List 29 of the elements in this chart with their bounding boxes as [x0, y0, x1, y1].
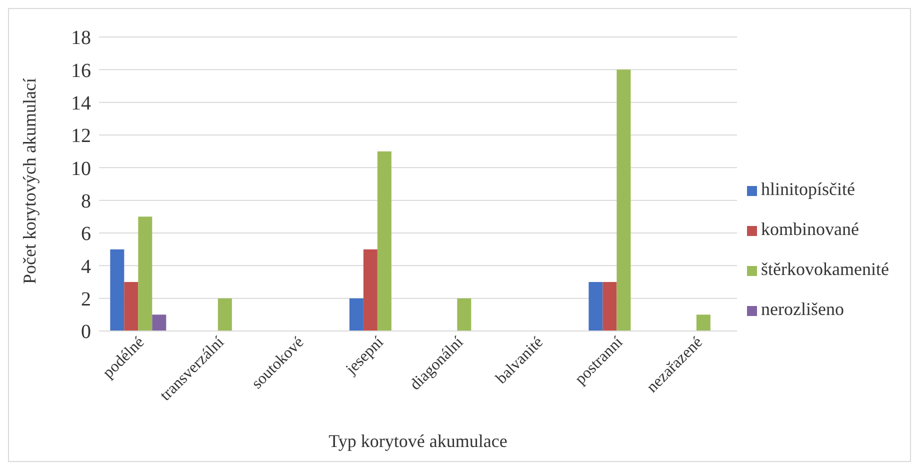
x-axis-title: Typ korytové akumulace — [328, 431, 508, 451]
bar — [696, 314, 710, 331]
legend-label: hlinitopísčité — [761, 179, 856, 199]
y-tick-label: 10 — [71, 158, 91, 180]
bar — [602, 282, 617, 331]
y-tick-label: 4 — [81, 256, 91, 278]
y-axis-title: Počet korytových akumulací — [19, 78, 40, 284]
bar — [124, 282, 138, 331]
legend-label: kombinované — [761, 219, 860, 239]
legend-label: štěrkovokamenité — [761, 259, 889, 279]
y-tick-label: 2 — [81, 288, 91, 310]
y-tick-label: 16 — [71, 60, 91, 82]
bar — [152, 314, 166, 331]
bar — [110, 249, 124, 331]
bar — [377, 151, 392, 331]
y-tick-label: 18 — [71, 27, 91, 50]
bar — [349, 298, 364, 331]
bar — [218, 298, 232, 331]
bar — [588, 282, 603, 331]
legend-label: nerozlišeno — [761, 299, 844, 319]
y-tick-label: 6 — [81, 223, 91, 246]
bar — [138, 216, 152, 331]
y-tick-label: 0 — [81, 321, 91, 344]
bar — [616, 70, 631, 331]
bar — [457, 298, 472, 331]
y-tick-label: 14 — [71, 92, 91, 114]
y-tick-label: 12 — [71, 125, 91, 148]
y-tick-label: 8 — [81, 190, 91, 212]
bar — [363, 249, 378, 331]
